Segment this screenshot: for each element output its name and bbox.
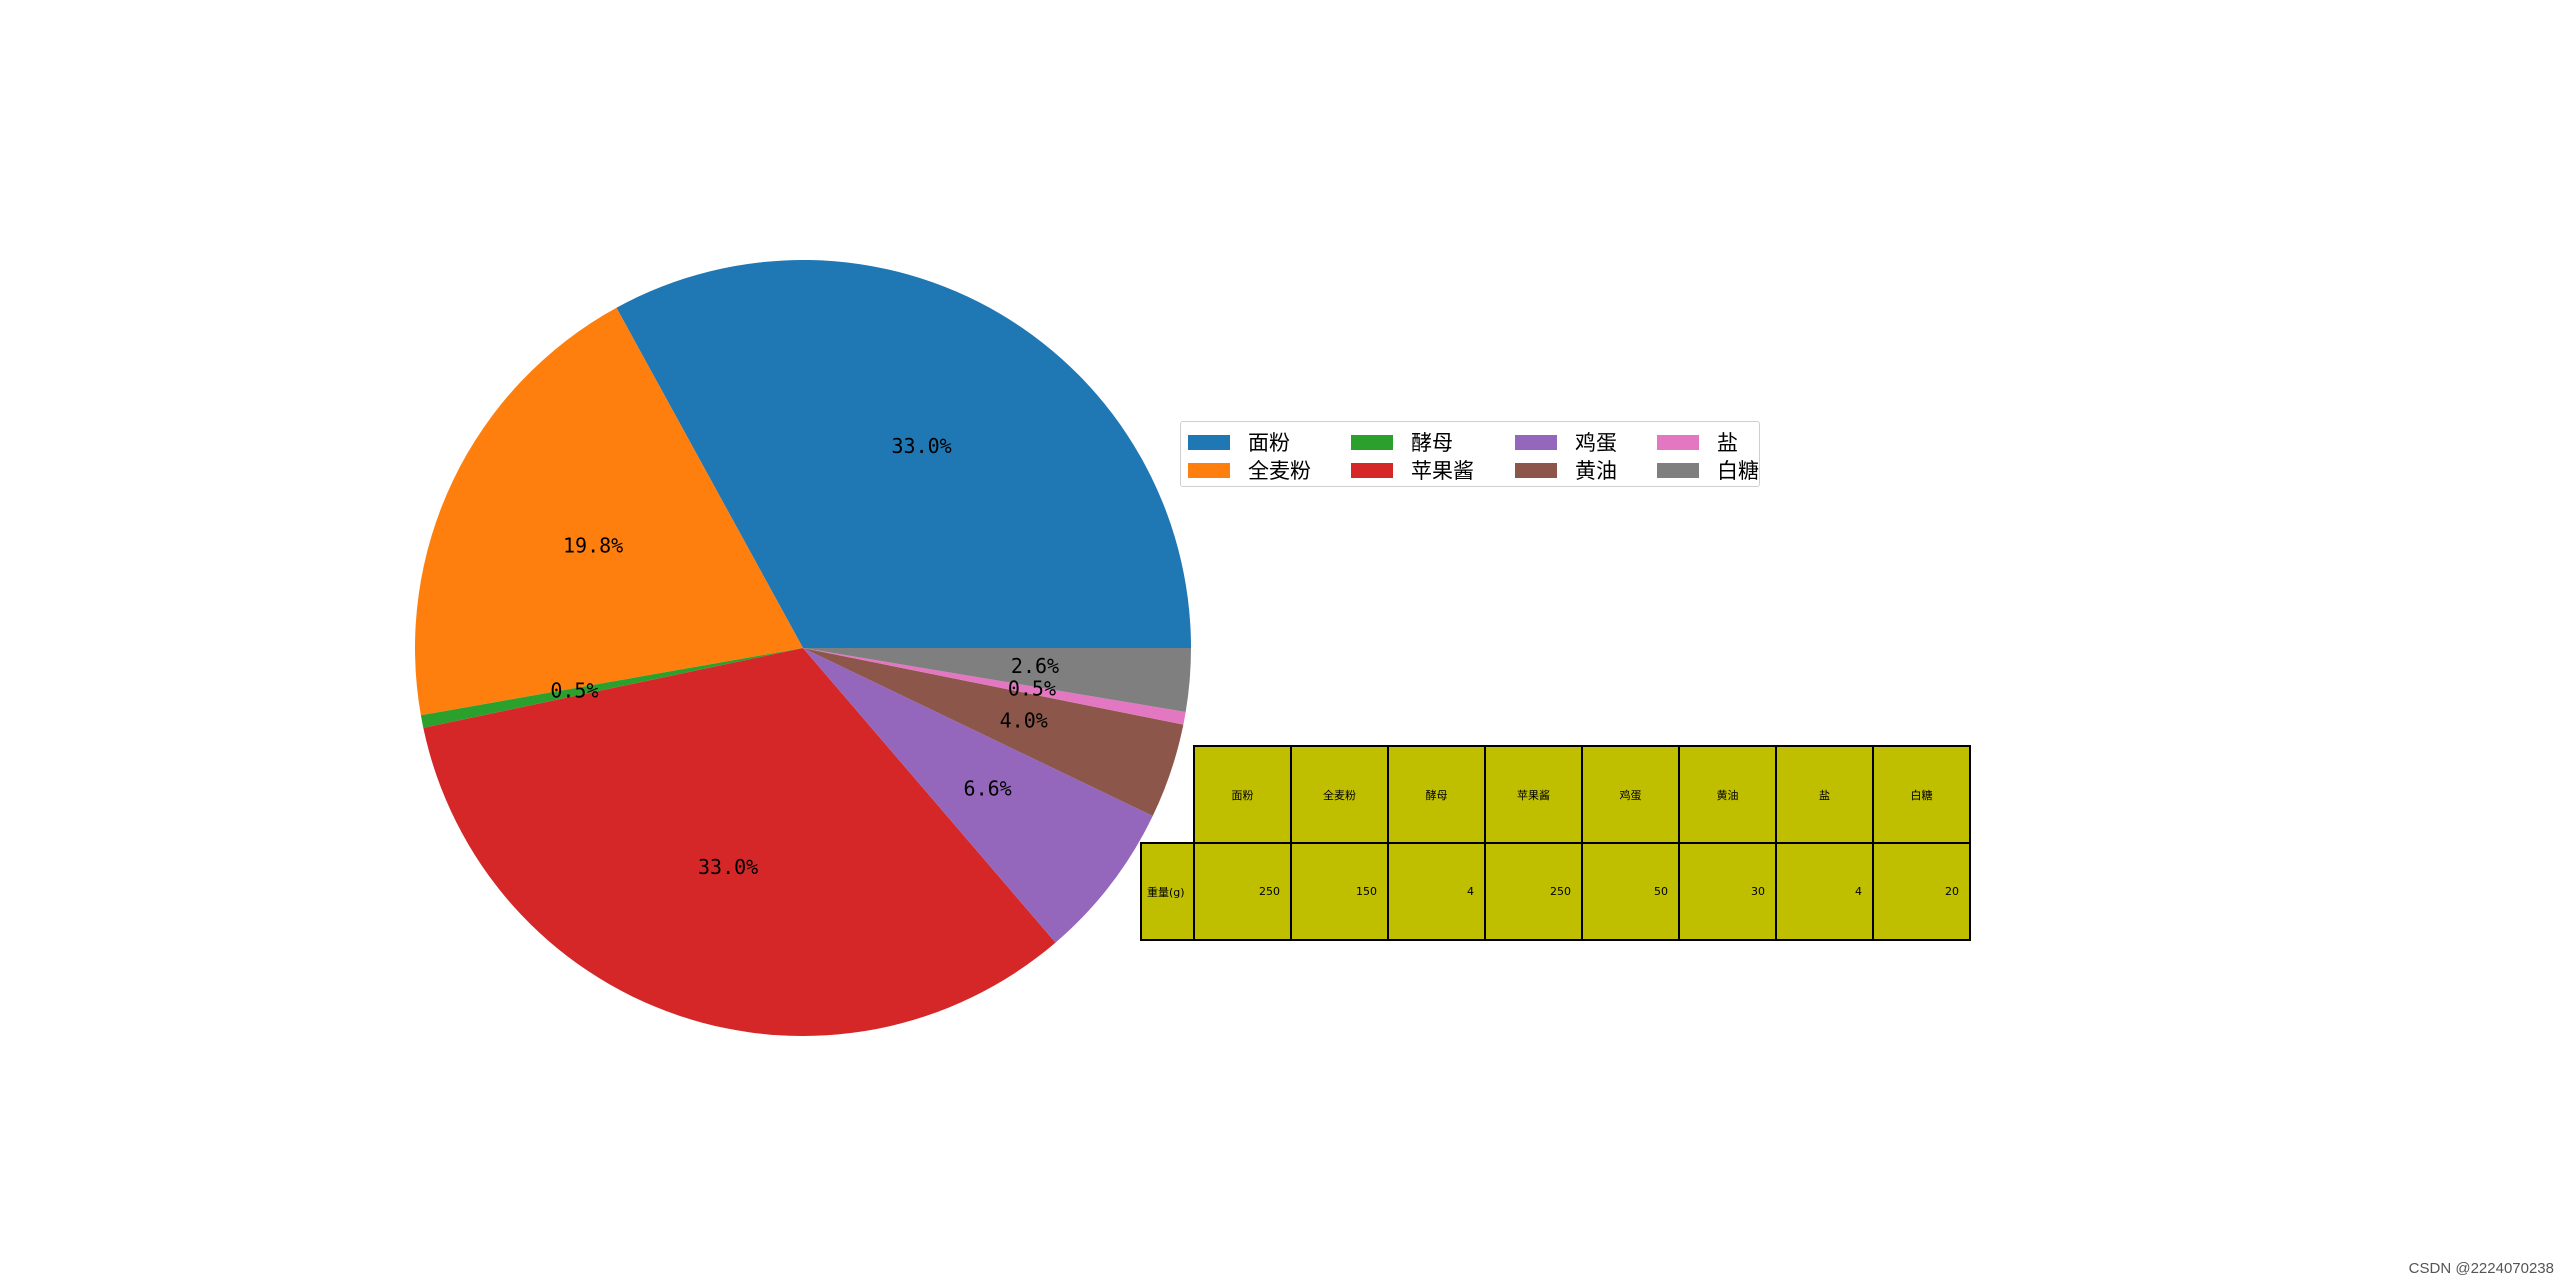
table-column-header: 黄油 — [1678, 745, 1777, 844]
pie-slice-5 — [803, 648, 1153, 943]
table-row: 重量(g) 250 150 4 250 50 30 4 20 — [1140, 842, 1971, 941]
pie-slice-6 — [803, 648, 1184, 816]
table-corner — [1141, 746, 1194, 843]
percent-label-6: 4.0% — [1000, 708, 1048, 732]
legend-item: 盐 — [1657, 428, 1738, 456]
table-column-header: 苹果酱 — [1484, 745, 1583, 844]
legend-swatch — [1515, 462, 1557, 478]
watermark: CSDN @2224070238 — [2408, 1260, 2554, 1277]
table-column-header: 鸡蛋 — [1581, 745, 1680, 844]
percent-label-4: 33.0% — [698, 855, 758, 879]
pie-slice-1 — [616, 259, 1191, 648]
legend-swatch — [1515, 434, 1557, 450]
legend-item: 酵母 — [1351, 428, 1453, 456]
legend-label: 盐 — [1717, 431, 1738, 455]
pie-slice-7 — [803, 648, 1186, 725]
legend-item: 黄油 — [1515, 456, 1617, 484]
pie-slice-2 — [415, 307, 803, 716]
legend-swatch — [1188, 462, 1230, 478]
legend-item: 白糖 — [1657, 456, 1759, 484]
percent-label-2: 19.8% — [563, 534, 623, 558]
pie-slice-4 — [423, 648, 1056, 1036]
legend-swatch — [1657, 462, 1699, 478]
pie-slices — [415, 259, 1191, 1036]
legend-label: 面粉 — [1248, 431, 1290, 455]
percent-label-3: 0.5% — [550, 679, 598, 703]
pie-slice-8 — [803, 648, 1191, 713]
legend-swatch — [1351, 462, 1393, 478]
table-cell: 20 — [1872, 842, 1971, 941]
table-header-row: 面粉 全麦粉 酵母 苹果酱 鸡蛋 黄油盐白糖 — [1141, 745, 1971, 844]
legend-item: 鸡蛋 — [1515, 428, 1617, 456]
percent-label-7: 0.5% — [1008, 677, 1056, 701]
data-table: 面粉 全麦粉 酵母 苹果酱 鸡蛋 黄油盐白糖 重量(g) 250 150 4 250 50 30 4 2… — [1140, 745, 1971, 941]
table-cell: 4 — [1775, 842, 1874, 941]
legend-label: 苹果酱 — [1411, 459, 1474, 483]
legend-item: 苹果酱 — [1351, 456, 1474, 484]
table-cell: 250 — [1193, 842, 1292, 941]
percent-label-8: 2.6% — [1011, 654, 1059, 678]
table-column-header: 盐 — [1775, 745, 1874, 844]
pie-percent-labels: 33.0%19.8%0.5%33.0%6.6%4.0%0.5%2.6% — [550, 434, 1059, 879]
legend: 面粉全麦粉 酵母苹果酱 鸡蛋黄油 盐白糖 — [1180, 421, 1760, 487]
table-column-header: 白糖 — [1872, 745, 1971, 844]
table-cell: 250 — [1484, 842, 1583, 941]
legend-label: 鸡蛋 — [1575, 431, 1617, 455]
legend-label: 白糖 — [1717, 459, 1759, 483]
legend-item: 全麦粉 — [1188, 456, 1311, 484]
legend-label: 酵母 — [1411, 431, 1453, 455]
percent-label-1: 33.0% — [892, 434, 952, 458]
legend-item: 面粉 — [1188, 428, 1290, 456]
table-column-header: 酵母 — [1387, 745, 1486, 844]
pie-slice-3 — [420, 648, 803, 728]
legend-label: 黄油 — [1575, 459, 1617, 483]
legend-label: 全麦粉 — [1248, 459, 1311, 483]
percent-label-5: 6.6% — [964, 776, 1012, 800]
table-column-header: 面粉 — [1193, 745, 1292, 844]
legend-swatch — [1188, 434, 1230, 450]
row-label: 重量(g) — [1140, 842, 1195, 941]
legend-swatch — [1657, 434, 1699, 450]
table-cell: 150 — [1290, 842, 1389, 941]
legend-swatch — [1351, 434, 1393, 450]
table-cell: 4 — [1387, 842, 1486, 941]
table-column-header: 全麦粉 — [1290, 745, 1389, 844]
table-cell: 30 — [1678, 842, 1777, 941]
table-cell: 50 — [1581, 842, 1680, 941]
